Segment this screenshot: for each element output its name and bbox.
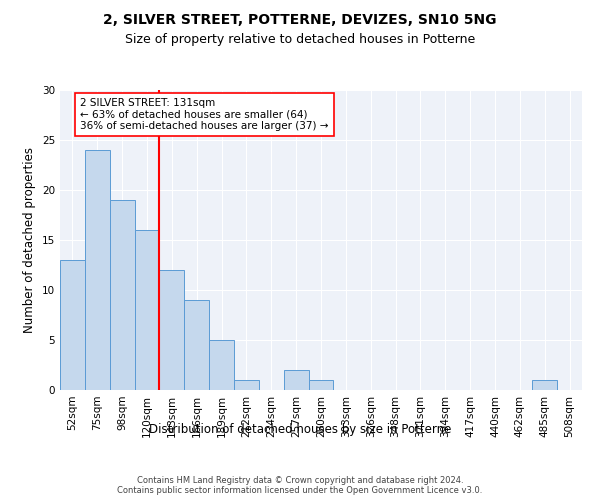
Bar [134, 230, 160, 390]
Bar [184, 300, 209, 390]
Bar [234, 380, 259, 390]
Bar [60, 260, 85, 390]
Bar [209, 340, 234, 390]
Bar [308, 380, 334, 390]
Bar [110, 200, 134, 390]
Bar [284, 370, 308, 390]
Text: Size of property relative to detached houses in Potterne: Size of property relative to detached ho… [125, 32, 475, 46]
Text: Distribution of detached houses by size in Potterne: Distribution of detached houses by size … [149, 422, 451, 436]
Text: Contains HM Land Registry data © Crown copyright and database right 2024.
Contai: Contains HM Land Registry data © Crown c… [118, 476, 482, 495]
Y-axis label: Number of detached properties: Number of detached properties [23, 147, 37, 333]
Text: 2, SILVER STREET, POTTERNE, DEVIZES, SN10 5NG: 2, SILVER STREET, POTTERNE, DEVIZES, SN1… [103, 12, 497, 26]
Bar [160, 270, 184, 390]
Text: 2 SILVER STREET: 131sqm
← 63% of detached houses are smaller (64)
36% of semi-de: 2 SILVER STREET: 131sqm ← 63% of detache… [80, 98, 328, 131]
Bar [85, 150, 110, 390]
Bar [532, 380, 557, 390]
